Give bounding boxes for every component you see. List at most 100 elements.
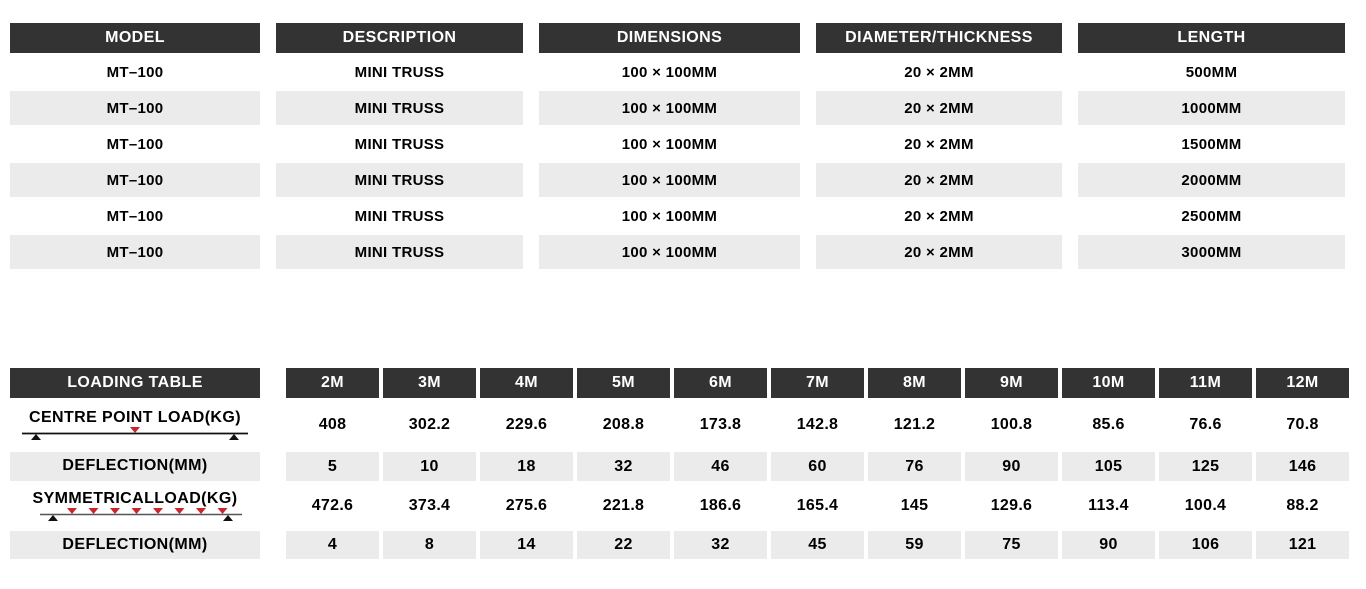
value-cell: 90 (1062, 531, 1155, 559)
spec-table: MODEL DESCRIPTION DIMENSIONS DIAMETER/THICK… (10, 23, 1345, 269)
spec-cell: MT–100 (10, 163, 260, 197)
spec-cell: 20 × 2MM (904, 63, 974, 81)
value-cell: 18 (480, 452, 573, 481)
value-cell: 408 (318, 416, 347, 433)
spec-header-cell: DIAMETER/THICKNESS (816, 23, 1062, 53)
value-cell: 221.8 (602, 497, 645, 514)
value-cell: 106 (1159, 531, 1252, 559)
row-label-text: SYMMETRICALLOAD(KG) (32, 489, 238, 507)
spec-cell: 2000MM (1078, 163, 1345, 197)
value-cell: 145 (900, 497, 929, 514)
centre-point-load-diagram (22, 427, 248, 441)
value-cell: 142.8 (796, 416, 839, 433)
value-cell: 22 (577, 531, 670, 559)
row-label-text: CENTRE POINT LOAD(KG) (29, 408, 241, 426)
value-cell: 90 (965, 452, 1058, 481)
value-cell: 45 (771, 531, 864, 559)
spec-cell: MINI TRUSS (354, 207, 445, 225)
value-cell: 302.2 (408, 416, 451, 433)
row-label: CENTRE POINT LOAD(KG) (10, 400, 260, 450)
value-cell: 173.8 (699, 416, 742, 433)
spec-cell: 100 × 100MM (621, 207, 718, 225)
value-cell: 100.8 (990, 416, 1033, 433)
value-cell: 373.4 (408, 497, 451, 514)
spec-cell: MT–100 (106, 63, 164, 81)
spec-row: MT–100 MINI TRUSS 100 × 100MM 20 × 2MM 2500M… (10, 199, 1345, 233)
value-cell: 60 (771, 452, 864, 481)
value-cell: 8 (383, 531, 476, 559)
value-cell: 146 (1256, 452, 1349, 481)
value-cell: 100.4 (1184, 497, 1227, 514)
spec-cell: 20 × 2MM (904, 207, 974, 225)
spec-cell: 20 × 2MM (816, 163, 1062, 197)
value-cell: 75 (965, 531, 1058, 559)
spec-header-cell: DESCRIPTION (276, 23, 523, 53)
spec-cell: MINI TRUSS (354, 135, 445, 153)
value-cell: 5 (286, 452, 379, 481)
span-header-cell: 10M (1062, 368, 1155, 398)
spec-cell: MINI TRUSS (276, 91, 523, 125)
loading-table: LOADING TABLE 2M 3M 4M 5M 6M 7M 8M 9M 10M 11M 12M CE… (10, 368, 1349, 559)
spec-cell: 20 × 2MM (816, 91, 1062, 125)
span-header-cell: 8M (868, 368, 961, 398)
value-cell: 165.4 (796, 497, 839, 514)
value-cell: 76 (868, 452, 961, 481)
spec-cell: 1000MM (1078, 91, 1345, 125)
value-cell: 32 (577, 452, 670, 481)
value-cell: 129.6 (990, 497, 1033, 514)
span-header-cell: 4M (480, 368, 573, 398)
span-header-cell: 5M (577, 368, 670, 398)
spec-cell: MINI TRUSS (354, 63, 445, 81)
spec-header-cell: DIMENSIONS (539, 23, 800, 53)
value-cell: 88.2 (1286, 497, 1319, 514)
value-cell: 46 (674, 452, 767, 481)
value-cell: 113.4 (1088, 497, 1129, 514)
span-header-cell: 7M (771, 368, 864, 398)
loading-header-row: LOADING TABLE 2M 3M 4M 5M 6M 7M 8M 9M 10M 11M 12M (10, 368, 1349, 398)
spec-cell: 100 × 100MM (539, 163, 800, 197)
value-cell: 85.6 (1092, 416, 1125, 433)
span-header-cell: 6M (674, 368, 767, 398)
spec-row: MT–100 MINI TRUSS 100 × 100MM 20 × 2MM 1500M… (10, 127, 1345, 161)
row-label: DEFLECTION(MM) (10, 531, 260, 559)
value-cell: 121 (1256, 531, 1349, 559)
loading-row: SYMMETRICALLOAD(KG) 472.6 373.4 275.6 221.8 1… (10, 483, 1349, 529)
spec-cell: 100 × 100MM (539, 235, 800, 269)
spec-cell: 1500MM (1181, 135, 1242, 153)
span-header-cell: 11M (1159, 368, 1252, 398)
loading-row: CENTRE POINT LOAD(KG) 408 302.2 229.6 208.8 1… (10, 400, 1349, 450)
span-header-cell: 12M (1256, 368, 1349, 398)
value-cell: 186.6 (699, 497, 742, 514)
spec-cell: MINI TRUSS (276, 163, 523, 197)
spec-cell: 20 × 2MM (816, 235, 1062, 269)
value-cell: 70.8 (1286, 416, 1319, 433)
value-cell: 32 (674, 531, 767, 559)
value-cell: 275.6 (505, 497, 548, 514)
span-header-cell: 9M (965, 368, 1058, 398)
row-label-text: DEFLECTION(MM) (62, 457, 208, 475)
value-cell: 121.2 (893, 416, 936, 433)
row-label: SYMMETRICALLOAD(KG) (10, 483, 260, 529)
loading-row: DEFLECTION(MM) 4 8 14 22 32 45 59 75 90 106 121 (10, 531, 1349, 559)
spec-cell: MT–100 (10, 91, 260, 125)
spec-cell: MT–100 (106, 135, 164, 153)
spec-header-row: MODEL DESCRIPTION DIMENSIONS DIAMETER/THICK… (10, 23, 1345, 53)
spec-cell: 100 × 100MM (621, 63, 718, 81)
value-cell: 59 (868, 531, 961, 559)
spec-cell: 100 × 100MM (621, 135, 718, 153)
spec-cell: 20 × 2MM (904, 135, 974, 153)
spec-cell: 2500MM (1181, 207, 1242, 225)
value-cell: 10 (383, 452, 476, 481)
value-cell: 14 (480, 531, 573, 559)
span-header-cell: 3M (383, 368, 476, 398)
spec-header-cell: LENGTH (1078, 23, 1345, 53)
value-cell: 229.6 (505, 416, 548, 433)
value-cell: 472.6 (311, 497, 354, 514)
value-cell: 76.6 (1189, 416, 1222, 433)
row-label-text: DEFLECTION(MM) (62, 535, 208, 553)
spec-cell: MT–100 (106, 207, 164, 225)
value-cell: 125 (1159, 452, 1252, 481)
span-header-cell: 2M (286, 368, 379, 398)
value-cell: 208.8 (602, 416, 645, 433)
value-cell: 4 (286, 531, 379, 559)
